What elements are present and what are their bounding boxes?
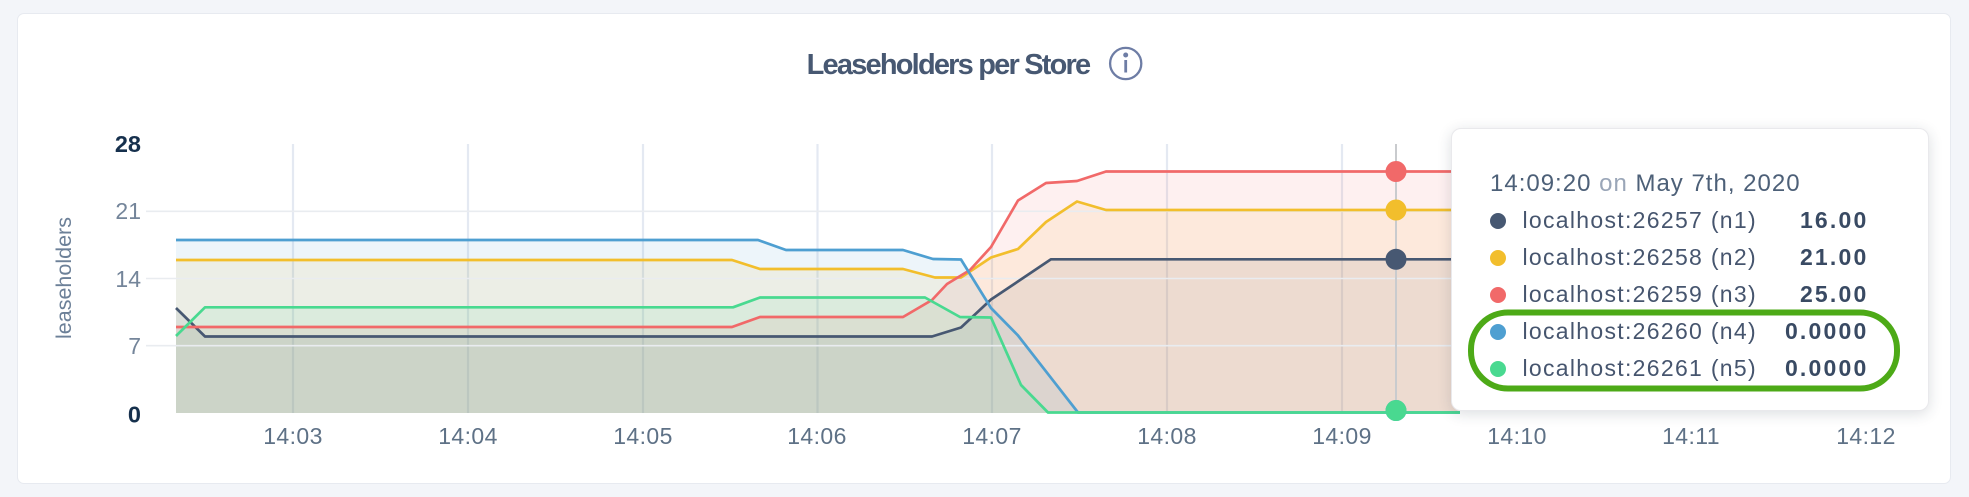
svg-text:14:04: 14:04: [438, 423, 498, 449]
svg-text:28: 28: [115, 131, 141, 157]
svg-text:14:05: 14:05: [613, 423, 673, 449]
svg-text:14:09: 14:09: [1312, 423, 1372, 449]
svg-text:14:08: 14:08: [1137, 423, 1197, 449]
svg-text:7: 7: [128, 333, 141, 359]
svg-text:leaseholders: leaseholders: [52, 217, 76, 339]
svg-text:14:11: 14:11: [1662, 423, 1720, 449]
svg-text:14: 14: [115, 266, 141, 292]
svg-text:14:03: 14:03: [263, 423, 323, 449]
svg-text:14:07: 14:07: [962, 423, 1022, 449]
svg-text:14:06: 14:06: [787, 423, 847, 449]
svg-text:0: 0: [128, 402, 141, 428]
svg-text:21: 21: [115, 198, 141, 224]
svg-text:14:10: 14:10: [1487, 423, 1547, 449]
svg-text:14:12: 14:12: [1836, 423, 1896, 449]
